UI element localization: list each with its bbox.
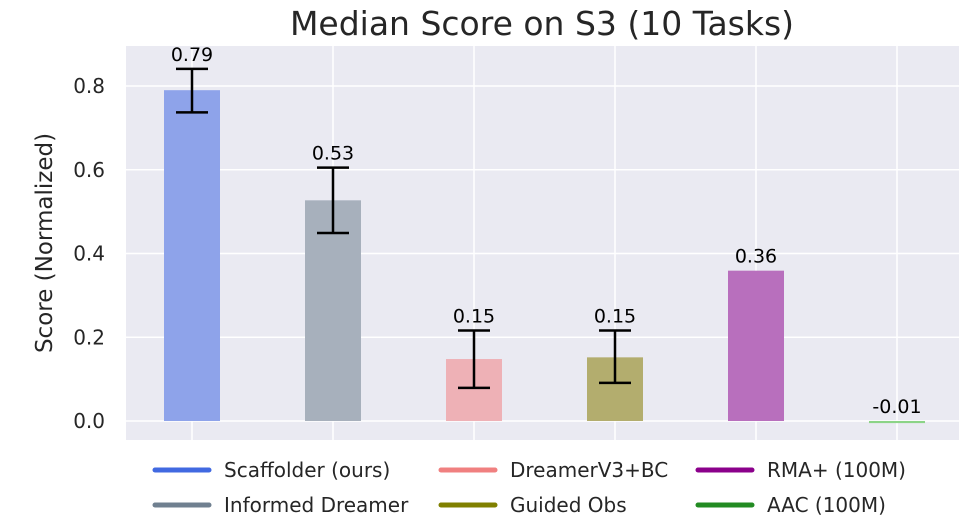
legend-label: DreamerV3+BC	[510, 458, 668, 482]
bar	[305, 200, 361, 421]
legend-entry: Informed Dreamer	[152, 493, 409, 517]
data-label: -0.01	[872, 396, 921, 418]
legend-label: RMA+ (100M)	[767, 458, 906, 482]
legend-entry: Scaffolder (ours)	[152, 458, 390, 482]
y-axis-label: Score (Normalized)	[32, 133, 58, 353]
legend-entry: Guided Obs	[438, 493, 627, 517]
legend-entry: AAC (100M)	[695, 493, 886, 517]
bars	[164, 90, 925, 424]
legend-label: AAC (100M)	[767, 493, 886, 517]
data-label: 0.79	[171, 44, 213, 66]
error-bars	[176, 67, 631, 390]
data-label: 0.15	[453, 306, 495, 328]
legend-label: Informed Dreamer	[224, 493, 409, 517]
data-label: 0.15	[594, 306, 636, 328]
error-bar	[458, 329, 490, 390]
data-labels: 0.79 0.53 0.15 0.15 0.36 -0.01	[171, 44, 922, 418]
legend-entry: DreamerV3+BC	[438, 458, 668, 482]
legend-entry: RMA+ (100M)	[695, 458, 906, 482]
y-tick-label: 0.2	[73, 325, 105, 349]
legend: Scaffolder (ours) Informed Dreamer Dreamer…	[152, 458, 906, 517]
data-label: 0.36	[735, 246, 777, 268]
error-bar	[599, 329, 631, 385]
plot-background	[126, 46, 959, 440]
bar	[164, 90, 220, 421]
y-tick-label: 0.0	[73, 409, 105, 433]
chart-title: Median Score on S3 (10 Tasks)	[290, 4, 794, 43]
legend-label: Scaffolder (ours)	[224, 458, 390, 482]
y-tick-label: 0.6	[73, 158, 105, 182]
error-bar	[176, 67, 208, 114]
data-label: 0.53	[312, 143, 354, 165]
y-tick-label: 0.4	[73, 242, 105, 266]
legend-label: Guided Obs	[510, 493, 627, 517]
bar	[728, 270, 784, 421]
error-bar	[317, 166, 349, 235]
y-tick-label: 0.8	[73, 74, 105, 98]
y-tick-labels: 0.0 0.2 0.4 0.6 0.8	[73, 74, 105, 433]
bar	[869, 421, 925, 424]
